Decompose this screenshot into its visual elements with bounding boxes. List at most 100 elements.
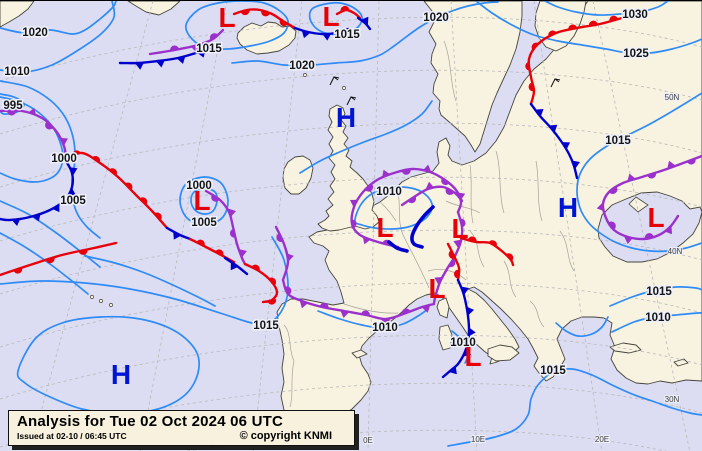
country-border bbox=[469, 230, 485, 268]
pressure-value-label: 1010 bbox=[372, 322, 398, 334]
graticule-label: 30N bbox=[665, 395, 680, 404]
front-warm bbox=[64, 150, 169, 230]
landmass bbox=[438, 324, 453, 351]
wind-barb-icon bbox=[550, 78, 561, 88]
sea-patch bbox=[597, 191, 702, 263]
front-warm bbox=[525, 9, 647, 106]
pressure-value-label: 1020 bbox=[22, 27, 48, 39]
isobar-line bbox=[16, 315, 201, 415]
meridian-line bbox=[533, 1, 603, 451]
front-cold bbox=[293, 26, 350, 41]
high-pressure-symbol: H bbox=[111, 359, 131, 390]
pressure-value-label: 1020 bbox=[289, 60, 315, 72]
fronts-layer bbox=[0, 5, 702, 379]
info-box: Analysis for Tue 02 Oct 2024 06 UTC Issu… bbox=[8, 410, 355, 446]
low-pressure-symbol: L bbox=[218, 2, 235, 33]
low-pressure-symbol: L bbox=[322, 1, 339, 32]
small-island bbox=[342, 86, 346, 90]
country-border bbox=[559, 230, 575, 272]
front-occluded bbox=[400, 181, 464, 207]
graticule-label: 50N bbox=[665, 93, 680, 102]
wind-barb-icon bbox=[346, 96, 357, 106]
pressure-value-label: 1010 bbox=[645, 312, 671, 324]
country-border bbox=[443, 40, 457, 102]
pressure-value-label: 1030 bbox=[622, 9, 648, 21]
pressure-value-label: 1020 bbox=[423, 12, 449, 24]
landmass bbox=[436, 297, 450, 319]
front-warm bbox=[459, 236, 515, 267]
geo-labels-layer: 50N 40N 30N 0E 10E 20E bbox=[362, 92, 683, 446]
front-warm bbox=[243, 262, 279, 305]
landmass bbox=[0, 1, 35, 28]
isobar-line bbox=[317, 308, 429, 329]
landmass bbox=[609, 342, 642, 354]
copyright-notice: © copyright KNMI bbox=[239, 430, 332, 442]
country-border bbox=[343, 303, 399, 314]
borders-layer bbox=[283, 40, 575, 408]
country-border bbox=[380, 202, 397, 222]
front-warm bbox=[232, 8, 297, 30]
landmass bbox=[351, 349, 368, 359]
country-border bbox=[535, 160, 543, 222]
front-cold bbox=[118, 45, 214, 70]
isobar-line bbox=[179, 176, 229, 226]
parallel-line bbox=[0, 176, 702, 242]
pressure-value-label: 1015 bbox=[605, 135, 631, 147]
front-occluded bbox=[596, 154, 702, 245]
isobar-line bbox=[84, 255, 216, 307]
parallel-line bbox=[0, 16, 702, 82]
peninsula bbox=[628, 196, 649, 213]
pressure-value-label: 1025 bbox=[623, 48, 649, 60]
wind-barb-icon bbox=[329, 76, 340, 86]
isobar-line bbox=[190, 187, 218, 215]
small-island bbox=[303, 73, 307, 77]
front-cold bbox=[356, 16, 372, 31]
graticule-label: 40N bbox=[668, 247, 683, 256]
pressure-value-label: 1015 bbox=[196, 43, 222, 55]
low-pressure-symbol: L bbox=[451, 213, 468, 244]
isobar-line bbox=[0, 96, 64, 183]
pressure-value-label: 995 bbox=[3, 100, 23, 112]
low-pressure-symbol: L bbox=[193, 185, 210, 216]
isobar-line bbox=[576, 92, 702, 253]
isobar-line bbox=[231, 1, 499, 67]
isobar-line bbox=[609, 286, 702, 307]
parallel-line bbox=[0, 334, 702, 400]
front-occluded bbox=[281, 278, 436, 326]
front-occluded bbox=[148, 28, 225, 56]
low-pressure-symbol: L bbox=[376, 212, 393, 243]
high-pressure-symbol: H bbox=[558, 192, 578, 223]
isobar-line bbox=[299, 100, 433, 174]
landmass bbox=[127, 1, 181, 16]
isobar-line bbox=[447, 368, 702, 447]
front-occluded bbox=[204, 189, 247, 266]
country-border bbox=[529, 300, 545, 328]
pressure-value-label: 1015 bbox=[334, 29, 360, 41]
parallel-line bbox=[0, 69, 702, 135]
low-pressure-symbol: L bbox=[647, 202, 664, 233]
front-occluded bbox=[274, 225, 294, 282]
country-border bbox=[469, 164, 474, 224]
low-pressure-symbol: L bbox=[428, 273, 445, 304]
pressure-value-label: 1010 bbox=[376, 186, 402, 198]
pressure-value-label: 1000 bbox=[186, 180, 212, 192]
country-border bbox=[495, 150, 505, 214]
isobar-line bbox=[308, 1, 363, 36]
parallel-line bbox=[0, 282, 702, 348]
front-warm bbox=[446, 242, 461, 282]
isobar-line bbox=[354, 186, 434, 230]
front-cold bbox=[223, 256, 249, 276]
pressure-value-label: 1015 bbox=[253, 320, 279, 332]
pressure-value-label: 1015 bbox=[646, 286, 672, 298]
front-occluded bbox=[0, 107, 68, 161]
meridian-line bbox=[592, 1, 691, 451]
isobar-line bbox=[544, 1, 669, 16]
analysis-title: Analysis for Tue 02 Oct 2024 06 UTC bbox=[17, 413, 283, 430]
small-island bbox=[90, 295, 94, 299]
station-marks-layer bbox=[329, 76, 561, 106]
meridian-line bbox=[139, 1, 228, 451]
parallel-line bbox=[0, 122, 702, 188]
isobar-line bbox=[0, 80, 101, 239]
